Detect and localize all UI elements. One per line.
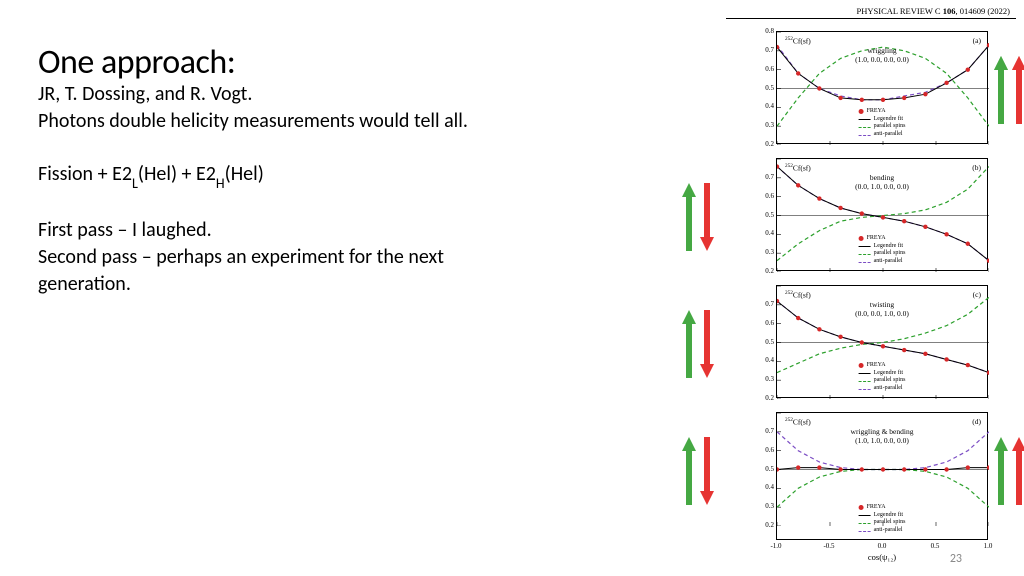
ytick-label: 0.2 <box>756 394 774 402</box>
ytick-label: 0.7 <box>756 427 774 435</box>
plot-box: 252Cf(sf) (a)wriggling(1.0, 0.0, 0.0, 0.0… <box>776 31 988 144</box>
helicity-arrow-green-up <box>994 437 1008 505</box>
xtick-label: 0.0 <box>870 542 894 550</box>
slide-number: 23 <box>950 552 962 566</box>
heading-colon: : <box>227 42 236 83</box>
panel-a: 0.20.30.40.50.60.70.8Distribution P(ψ₁₂)… <box>726 25 1016 150</box>
pass1-line: First pass – I laughed. <box>38 217 658 244</box>
formula-sub2: H <box>216 175 225 192</box>
ytick-label: 0.2 <box>756 140 774 148</box>
pass2b-line: generation. <box>38 271 658 298</box>
isotope-label: 252Cf(sf) <box>785 163 811 173</box>
xtick-label: 1.0 <box>976 542 1000 550</box>
helicity-arrow-green-up <box>682 310 696 378</box>
ytick-label: 0.8 <box>756 27 774 35</box>
heading: One approach <box>38 42 227 83</box>
panel-d: 0.20.30.40.50.60.7Distribution P(ψ₁₂)252… <box>726 406 1016 546</box>
panel-title: bending(0.0, 1.0, 0.0, 0.0) <box>777 173 987 191</box>
helicity-arrow-green-up <box>682 437 696 505</box>
ytick-label: 0.2 <box>756 267 774 275</box>
ytick-label: 0.6 <box>756 192 774 200</box>
heading-line: One approach: <box>38 44 658 81</box>
text-column: One approach: JR, T. Dossing, and R. Vog… <box>38 44 658 298</box>
plot-box: 252Cf(sf) (d)wriggling & bending(1.0, 1.0… <box>776 412 988 540</box>
xtick-label: -1.0 <box>764 542 788 550</box>
pass2a-line: Second pass – perhaps an experiment for … <box>38 244 658 271</box>
helicity-arrow-red-down <box>700 310 714 378</box>
formula-prefix: Fission + E2 <box>38 162 132 186</box>
legend: FREYALegendre fitparallel spinsanti-para… <box>859 235 906 266</box>
isotope-label: 252Cf(sf) <box>785 417 811 427</box>
panel-title: wriggling & bending(1.0, 1.0, 0.0, 0.0) <box>777 427 987 445</box>
ytick-label: 0.4 <box>756 102 774 110</box>
ytick-label: 0.5 <box>756 465 774 473</box>
ytick-label: 0.4 <box>756 483 774 491</box>
ytick-label: 0.6 <box>756 65 774 73</box>
panel-letter: (a) <box>973 36 981 45</box>
legend: FREYALegendre fitparallel spinsanti-para… <box>859 362 906 393</box>
panels-stack: 0.20.30.40.50.60.70.8Distribution P(ψ₁₂)… <box>726 25 1016 546</box>
ytick-label: 0.6 <box>756 319 774 327</box>
helicity-arrow-red-up <box>1012 56 1024 124</box>
ytick-label: 0.7 <box>756 173 774 181</box>
line-2: Photons double helicity measurements wou… <box>38 108 658 135</box>
ytick-label: 0.7 <box>756 300 774 308</box>
formula-sub1: L <box>132 175 138 192</box>
journal-ref: PHYSICAL REVIEW C 106, 014609 (2022) <box>726 6 1016 19</box>
panel-c: 0.20.30.40.50.60.7Distribution P(ψ₁₂)252… <box>726 279 1016 404</box>
xtick-label: -0.5 <box>817 542 841 550</box>
plot-box: 252Cf(sf) (b)bending(0.0, 1.0, 0.0, 0.0) F… <box>776 158 988 271</box>
panel-b: 0.20.30.40.50.60.7Distribution P(ψ₁₂)252… <box>726 152 1016 277</box>
isotope-label: 252Cf(sf) <box>785 290 811 300</box>
ytick-label: 0.7 <box>756 46 774 54</box>
panel-letter: (c) <box>973 290 981 299</box>
plot-box: 252Cf(sf) (c)twisting(0.0, 0.0, 1.0, 0.0)… <box>776 285 988 398</box>
legend: FREYALegendre fitparallel spinsanti-para… <box>859 108 906 139</box>
panel-title: wriggling(1.0, 0.0, 0.0, 0.0) <box>777 46 987 64</box>
ytick-label: 0.5 <box>756 84 774 92</box>
xtick-label: 0.5 <box>923 542 947 550</box>
ytick-label: 0.5 <box>756 211 774 219</box>
authors-line: JR, T. Dossing, and R. Vogt. <box>38 81 658 108</box>
helicity-arrow-green-up <box>994 56 1008 124</box>
helicity-arrow-red-down <box>700 437 714 505</box>
formula-mid: (Hel) + E2 <box>138 162 216 186</box>
ytick-label: 0.5 <box>756 338 774 346</box>
ytick-label: 0.6 <box>756 446 774 454</box>
panel-letter: (b) <box>972 163 981 172</box>
ytick-label: 0.4 <box>756 356 774 364</box>
figure-column: PHYSICAL REVIEW C 106, 014609 (2022) 0.2… <box>726 6 1016 548</box>
legend: FREYALegendre fitparallel spinsanti-para… <box>859 504 906 535</box>
slide: One approach: JR, T. Dossing, and R. Vog… <box>0 0 1024 576</box>
formula-suffix: (Hel) <box>225 162 264 186</box>
ytick-label: 0.3 <box>756 502 774 510</box>
formula-line: Fission + E2L(Hel) + E2H(Hel) <box>38 161 658 191</box>
helicity-arrow-green-up <box>682 183 696 251</box>
helicity-arrow-red-down <box>700 183 714 251</box>
ytick-label: 0.3 <box>756 375 774 383</box>
ytick-label: 0.3 <box>756 248 774 256</box>
panel-title: twisting(0.0, 0.0, 1.0, 0.0) <box>777 300 987 318</box>
ytick-label: 0.4 <box>756 229 774 237</box>
ytick-label: 0.2 <box>756 521 774 529</box>
ytick-label: 0.3 <box>756 121 774 129</box>
helicity-arrow-red-up <box>1012 437 1024 505</box>
panel-letter: (d) <box>972 417 981 426</box>
isotope-label: 252Cf(sf) <box>785 36 811 46</box>
